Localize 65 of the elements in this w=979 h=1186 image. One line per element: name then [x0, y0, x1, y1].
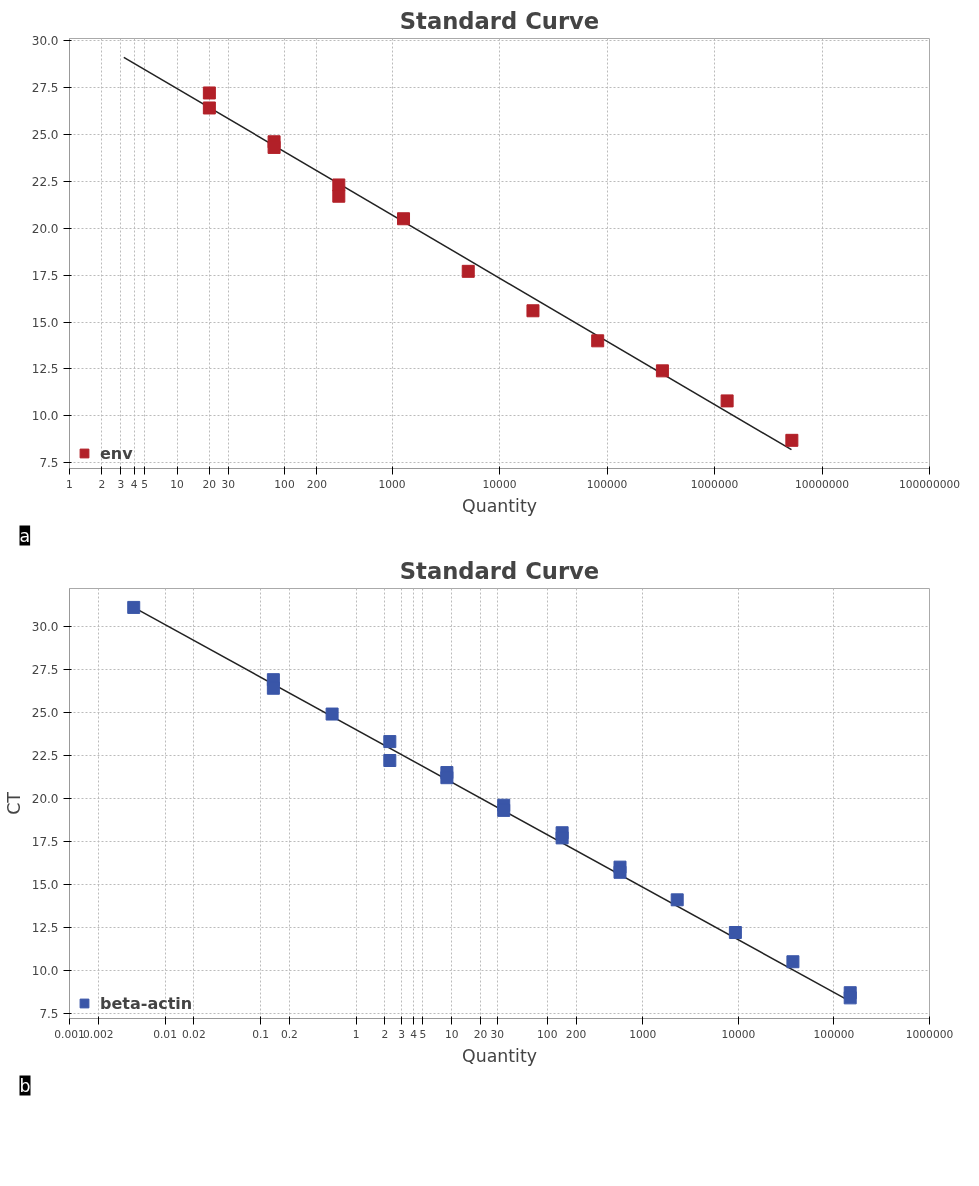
- y-tick-label: 12.5: [31, 920, 59, 935]
- text: b: [19, 1075, 31, 1096]
- x-tick-label: 100000: [586, 477, 628, 491]
- x-tick-label: 200: [306, 477, 328, 491]
- y-tick-label: 20.0: [31, 221, 59, 236]
- x-tick-label: 200: [565, 1027, 587, 1041]
- y-tick-label: 27.5: [31, 662, 59, 677]
- x-tick-label: 100: [274, 477, 295, 491]
- x-tick-label: 5: [419, 1027, 427, 1041]
- x-tick-label: 4: [410, 1027, 418, 1041]
- y-tick-label: 30.0: [31, 619, 59, 634]
- x-axis-title: Quantity: [462, 495, 537, 516]
- x-axis-title: Quantity: [462, 1045, 537, 1066]
- x-tick-label: 0.002: [83, 1027, 114, 1041]
- chart-title: Standard Curve: [399, 7, 600, 34]
- x-tick-label: 10000: [482, 477, 517, 491]
- x-tick-label: 1000000: [905, 1027, 954, 1041]
- y-tick-label: 15.0: [31, 877, 59, 892]
- y-tick-label: 20.0: [31, 791, 59, 806]
- x-tick-label: 3: [398, 1027, 406, 1041]
- text: a: [19, 525, 31, 546]
- x-tick-label: 1: [66, 477, 73, 491]
- x-tick-label: 100000000: [898, 477, 961, 491]
- y-tick-label: 7.5: [39, 1006, 59, 1021]
- x-tick-label: 4: [130, 477, 138, 491]
- x-tick-label: 10000: [721, 1027, 756, 1041]
- x-tick-label: 10: [444, 1027, 459, 1041]
- y-tick-label: 25.0: [31, 705, 59, 720]
- x-tick-label: 0.01: [153, 1027, 177, 1041]
- x-tick-label: 100000: [813, 1027, 855, 1041]
- legend-label: env: [100, 443, 133, 463]
- x-tick-label: 0.1: [252, 1027, 270, 1041]
- x-tick-label: 20: [202, 477, 217, 491]
- x-tick-label: 1000: [629, 1027, 657, 1041]
- y-tick-label: 7.5: [39, 456, 59, 471]
- x-tick-label: 5: [141, 477, 149, 491]
- y-tick-label: 15.0: [31, 315, 59, 330]
- y-tick-label: 22.5: [31, 174, 59, 189]
- y-axis-title: CT: [3, 791, 24, 815]
- x-tick-label: 2: [98, 477, 106, 491]
- y-tick-label: 10.0: [31, 963, 59, 978]
- x-tick-label: 100: [537, 1027, 558, 1041]
- y-tick-label: 10.0: [31, 409, 59, 424]
- x-tick-label: 30: [490, 1027, 505, 1041]
- x-tick-label: 10000000: [794, 477, 850, 491]
- x-tick-label: 1: [352, 1027, 360, 1041]
- y-tick-label: 12.5: [31, 362, 59, 377]
- x-tick-label: 1000: [378, 477, 406, 491]
- y-tick-label: 25.0: [31, 127, 59, 142]
- x-tick-label: 0.02: [181, 1027, 206, 1041]
- y-tick-label: 22.5: [31, 748, 59, 763]
- x-tick-label: 2: [381, 1027, 389, 1041]
- chart-title: Standard Curve: [399, 557, 600, 584]
- y-tick-label: 30.0: [31, 33, 59, 48]
- x-tick-label: 20: [473, 1027, 488, 1041]
- x-tick-label: 10: [170, 477, 184, 491]
- y-tick-label: 17.5: [31, 834, 59, 849]
- x-tick-label: 1000000: [690, 477, 739, 491]
- x-tick-label: 0.001: [54, 1027, 85, 1041]
- x-tick-label: 0.2: [280, 1027, 298, 1041]
- x-tick-label: 3: [117, 477, 125, 491]
- x-tick-label: 30: [221, 477, 236, 491]
- legend-label: beta-actin: [100, 993, 193, 1013]
- y-tick-label: 27.5: [31, 80, 59, 95]
- y-tick-label: 17.5: [31, 268, 59, 283]
